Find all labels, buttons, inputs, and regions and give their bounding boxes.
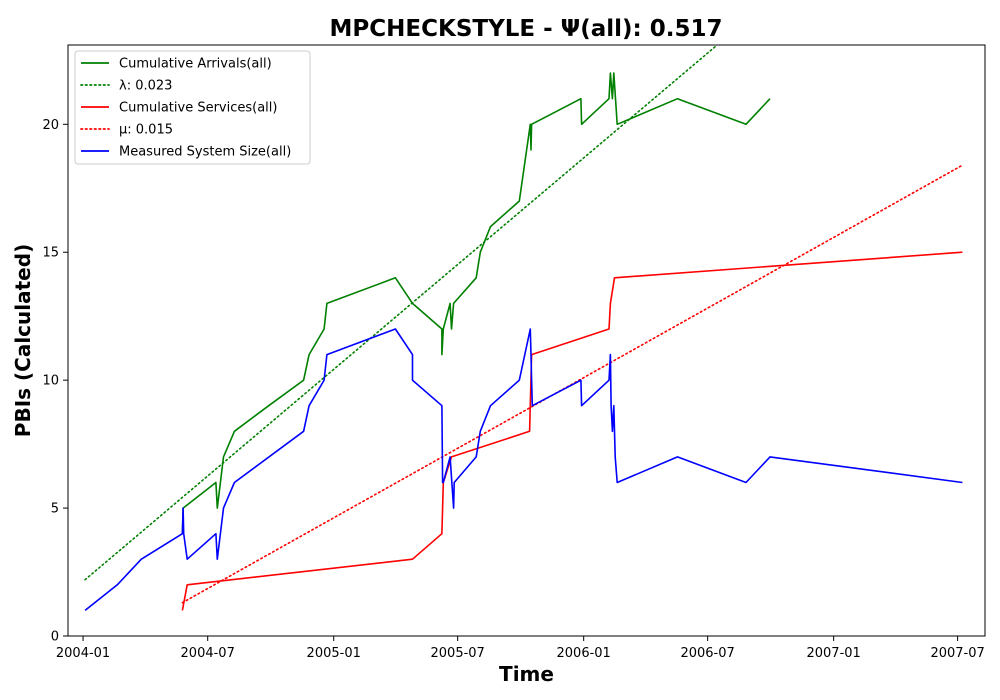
y-tick-label: 10 <box>42 374 59 389</box>
legend-entry-label: μ: 0.015 <box>119 123 173 138</box>
plot-frame <box>67 44 986 637</box>
legend-box <box>74 50 311 165</box>
legend-entry-label: λ: 0.023 <box>119 79 172 94</box>
x-tick-label: 2007-01 <box>806 646 860 661</box>
legend-entry-label: Measured System Size(all) <box>119 145 291 160</box>
x-tick-label: 2005-07 <box>431 646 485 661</box>
y-axis: 0 5 10 15 20 <box>42 118 68 645</box>
x-tick-label: 2004-07 <box>181 646 235 661</box>
x-tick-label: 2004-01 <box>56 646 110 661</box>
series-line-1 <box>84 45 719 581</box>
y-tick-label: 5 <box>51 502 59 517</box>
legend: Cumulative Arrivals(all) λ: 0.023 Cumulati… <box>74 50 311 165</box>
series-line-2 <box>181 251 963 611</box>
legend-entry-label: Cumulative Arrivals(all) <box>119 57 272 72</box>
y-tick-label: 0 <box>51 630 59 645</box>
y-tick-label: 20 <box>42 118 59 133</box>
x-tick-label: 2006-01 <box>557 646 611 661</box>
series-layer <box>84 45 964 612</box>
x-tick-label: 2007-07 <box>930 646 984 661</box>
y-tick-label: 15 <box>42 246 59 261</box>
legend-entry-label: Cumulative Services(all) <box>119 101 277 116</box>
x-axis: 2004-01 2004-07 2005-01 2005-07 2006-01 2006-… <box>56 636 985 661</box>
x-axis-label: Time <box>499 662 554 686</box>
x-tick-label: 2006-07 <box>680 646 734 661</box>
y-axis-label: PBIs (Calculated) <box>11 244 35 437</box>
chart-title: MPCHECKSTYLE - Ψ(all): 0.517 <box>330 16 723 42</box>
x-tick-label: 2005-01 <box>307 646 361 661</box>
series-line-0 <box>181 72 771 534</box>
series-line-4 <box>84 328 963 612</box>
